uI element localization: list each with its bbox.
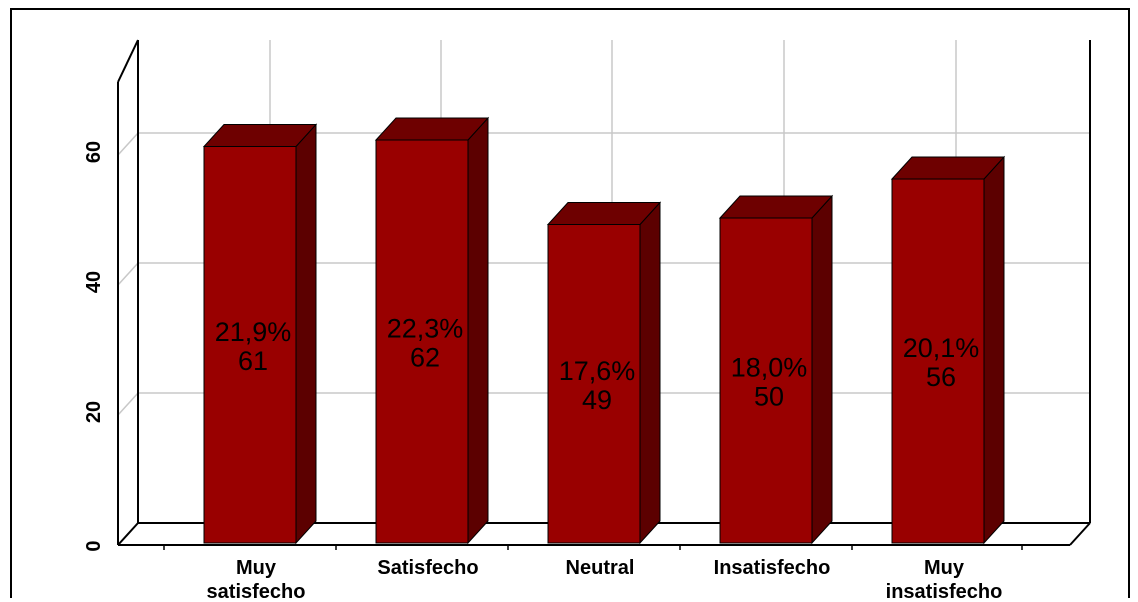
side-gridline	[117, 132, 139, 156]
bar-side	[639, 201, 661, 545]
data-label-count: 62	[410, 343, 440, 373]
bar-side	[811, 194, 833, 545]
x-tick-label: Muy satisfecho	[207, 557, 306, 602]
data-label-count: 61	[238, 346, 268, 376]
side-gridline	[117, 262, 139, 286]
bar-top	[718, 195, 834, 219]
side-wall-top-edge	[117, 39, 139, 83]
data-label-percent: 18,0%	[731, 353, 808, 383]
y-tick-label: 0	[83, 540, 105, 551]
floor-right-edge	[1069, 522, 1091, 546]
data-label-count: 50	[754, 382, 784, 412]
bar	[719, 217, 813, 544]
bar-top	[374, 117, 490, 141]
bar	[547, 224, 641, 544]
bar-side	[295, 123, 317, 545]
side-gridline	[117, 392, 139, 416]
data-label-percent: 20,1%	[903, 333, 980, 363]
bar	[891, 178, 985, 544]
chart-frame	[10, 8, 1130, 598]
data-label-count: 56	[926, 362, 956, 392]
floor-left-edge	[117, 522, 139, 546]
y-tick-label: 60	[83, 141, 105, 163]
data-label-percent: 17,6%	[559, 356, 636, 386]
data-label-percent: 21,9%	[215, 317, 292, 347]
bar-side	[467, 116, 489, 545]
y-tick-label: 20	[83, 401, 105, 423]
bar-top	[546, 202, 662, 225]
x-tick-label: Insatisfecho	[714, 557, 831, 579]
x-tick-label: Muy insatisfecho	[886, 557, 1003, 602]
bar	[375, 139, 469, 544]
bar	[203, 146, 297, 544]
x-tick-label: Neutral	[566, 557, 635, 579]
y-tick-label: 40	[83, 271, 105, 293]
data-label-count: 49	[582, 385, 612, 415]
x-tick-label: Satisfecho	[377, 557, 478, 579]
bar-top	[202, 124, 318, 147]
bar-top	[890, 156, 1006, 180]
data-label-percent: 22,3%	[387, 314, 464, 344]
bar-side	[983, 155, 1005, 545]
